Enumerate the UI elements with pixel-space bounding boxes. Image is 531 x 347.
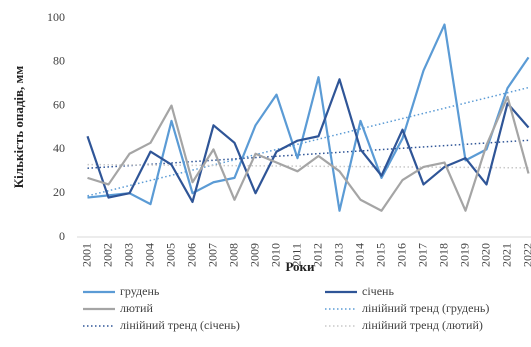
trend-line xyxy=(87,163,529,169)
y-tick-label: 20 xyxy=(53,185,65,199)
x-tick-label: 2004 xyxy=(142,243,156,267)
x-tick-label: 2010 xyxy=(268,243,282,267)
x-tick-label: 2003 xyxy=(121,243,135,267)
trend-line xyxy=(87,139,529,170)
x-tick-label: 2017 xyxy=(415,243,429,267)
legend-label: грудень xyxy=(120,284,160,298)
y-tick-label: 100 xyxy=(47,10,65,24)
x-tick-label: 2014 xyxy=(352,243,366,267)
y-tick-label: 80 xyxy=(53,54,65,68)
x-axis-title: Роки xyxy=(285,259,315,274)
legend-label: лінійний тренд (грудень) xyxy=(362,301,489,315)
legend-label: лінійний тренд (лютий) xyxy=(362,318,483,332)
series-line xyxy=(87,95,530,212)
x-tick-label: 2012 xyxy=(310,243,324,267)
x-tick-label: 2009 xyxy=(247,243,261,267)
x-tick-label: 2001 xyxy=(79,243,93,267)
x-tick-label: 2021 xyxy=(499,243,513,267)
x-tick-label: 2006 xyxy=(184,243,198,267)
x-tick-label: 2022 xyxy=(520,243,531,267)
x-tick-label: 2020 xyxy=(478,243,492,267)
x-tick-label: 2007 xyxy=(205,243,219,267)
series-line xyxy=(86,78,530,204)
legend-label: лінійний тренд (січень) xyxy=(120,318,240,332)
x-tick-label: 2019 xyxy=(457,243,471,267)
x-tick-label: 2015 xyxy=(373,243,387,267)
x-tick-label: 2013 xyxy=(331,243,345,267)
series-line xyxy=(87,23,530,212)
y-tick-label: 0 xyxy=(59,229,65,243)
y-axis-title: Кількість опадів, мм xyxy=(11,66,26,189)
x-tick-label: 2011 xyxy=(289,243,303,267)
x-tick-label: 2018 xyxy=(436,243,450,267)
x-tick-label: 2005 xyxy=(163,243,177,267)
y-tick-label: 60 xyxy=(53,97,65,111)
x-tick-label: 2008 xyxy=(226,243,240,267)
legend-label: січень xyxy=(362,284,394,298)
x-tick-label: 2002 xyxy=(100,243,114,267)
legend-label: лютий xyxy=(120,301,153,315)
x-tick-label: 2016 xyxy=(394,243,408,267)
y-tick-label: 40 xyxy=(53,141,65,155)
